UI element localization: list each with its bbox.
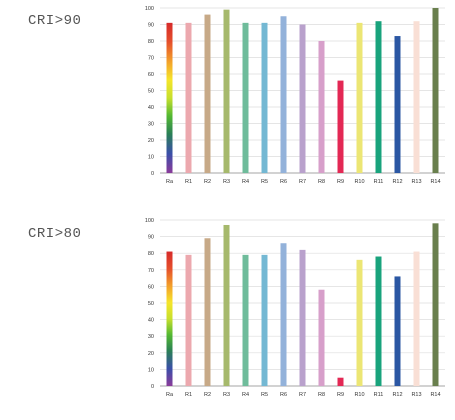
page: { "panels": [ { "label": "CRI>90" }, { "… bbox=[28, 6, 445, 398]
x-tick-label: R10 bbox=[354, 392, 364, 398]
cri90-bar-chart: 0 10 20 30 40 50 60 70 80 90 100 Ra R1 R2 R3 R4 R5 R6 R7 R8… bbox=[145, 6, 445, 185]
x-tick-label: R13 bbox=[411, 392, 421, 398]
x-tick-label: R8 bbox=[318, 392, 325, 398]
x-tick-label: R1 bbox=[185, 392, 192, 398]
bar-r12 bbox=[394, 276, 401, 386]
y-tick-label: 70 bbox=[148, 56, 154, 62]
bar-r13 bbox=[413, 251, 420, 386]
bar-r14 bbox=[432, 8, 439, 173]
x-tick-label: R13 bbox=[411, 179, 421, 185]
y-tick-label: 90 bbox=[148, 235, 154, 241]
x-tick-label: R4 bbox=[242, 179, 249, 185]
y-tick-label: 20 bbox=[148, 138, 154, 144]
bar-r6 bbox=[280, 243, 287, 386]
x-tick-label: R6 bbox=[280, 179, 287, 185]
bar-r7 bbox=[299, 24, 306, 173]
x-tick-label: Ra bbox=[166, 392, 174, 398]
y-tick-label: 90 bbox=[148, 23, 154, 29]
y-tick-label: 40 bbox=[148, 105, 154, 111]
y-tick-label: 80 bbox=[148, 39, 154, 45]
bar-r9 bbox=[337, 80, 344, 173]
x-tick-label: R11 bbox=[374, 392, 384, 398]
bar-r9 bbox=[337, 377, 344, 386]
y-tick-label: 30 bbox=[148, 334, 154, 340]
bar-r13 bbox=[413, 21, 420, 174]
y-tick-label: 60 bbox=[148, 72, 154, 78]
bar-r11 bbox=[375, 256, 382, 386]
cri80-bar-chart: 0 10 20 30 40 50 60 70 80 90 100 Ra R1 R2 R3 R4 R5 R6 R7 R8… bbox=[145, 218, 445, 398]
x-tick-label: Ra bbox=[166, 179, 174, 185]
bar-r2 bbox=[204, 14, 211, 173]
x-tick-label: R11 bbox=[374, 179, 384, 185]
y-tick-label: 100 bbox=[145, 218, 154, 224]
bar-r4 bbox=[242, 22, 249, 173]
y-tick-label: 0 bbox=[151, 384, 154, 390]
x-tick-label: R1 bbox=[185, 179, 192, 185]
bar-ra bbox=[166, 251, 173, 386]
x-tick-label: R12 bbox=[392, 392, 402, 398]
bar-r8 bbox=[318, 41, 325, 173]
y-tick-label: 50 bbox=[148, 89, 154, 95]
y-tick-label: 40 bbox=[148, 318, 154, 324]
y-tick-label: 0 bbox=[151, 171, 154, 177]
bar-r10 bbox=[356, 259, 363, 386]
y-tick-label: 60 bbox=[148, 284, 154, 290]
y-tick-label: 30 bbox=[148, 122, 154, 128]
bar-r8 bbox=[318, 289, 325, 386]
bar-ra bbox=[166, 22, 173, 173]
x-tick-label: R14 bbox=[430, 179, 440, 185]
y-tick-label: 10 bbox=[148, 367, 154, 373]
cri90-label: CRI>90 bbox=[28, 13, 82, 29]
bar-r1 bbox=[185, 254, 192, 386]
y-tick-label: 100 bbox=[145, 6, 154, 12]
bar-r1 bbox=[185, 22, 192, 173]
x-tick-label: R9 bbox=[337, 392, 344, 398]
x-tick-label: R4 bbox=[242, 392, 249, 398]
y-tick-label: 80 bbox=[148, 251, 154, 257]
x-tick-label: R5 bbox=[261, 179, 268, 185]
bar-r12 bbox=[394, 36, 401, 173]
bar-r3 bbox=[223, 9, 230, 174]
x-tick-label: R2 bbox=[204, 392, 211, 398]
x-tick-label: R7 bbox=[299, 179, 306, 185]
bar-r4 bbox=[242, 254, 249, 386]
bar-r2 bbox=[204, 238, 211, 386]
x-tick-label: R8 bbox=[318, 179, 325, 185]
bar-r11 bbox=[375, 21, 382, 174]
bar-r3 bbox=[223, 224, 230, 386]
bar-r10 bbox=[356, 22, 363, 173]
y-tick-label: 20 bbox=[148, 351, 154, 357]
x-tick-label: R3 bbox=[223, 392, 230, 398]
bar-r5 bbox=[261, 22, 268, 173]
x-tick-label: R6 bbox=[280, 392, 287, 398]
bar-r6 bbox=[280, 16, 287, 173]
bar-r7 bbox=[299, 249, 306, 386]
bar-r14 bbox=[432, 223, 439, 386]
y-tick-label: 70 bbox=[148, 268, 154, 274]
x-tick-label: R14 bbox=[430, 392, 440, 398]
y-tick-label: 50 bbox=[148, 301, 154, 307]
x-tick-label: R10 bbox=[354, 179, 364, 185]
x-tick-label: R5 bbox=[261, 392, 268, 398]
x-tick-label: R12 bbox=[392, 179, 402, 185]
x-tick-label: R2 bbox=[204, 179, 211, 185]
x-tick-label: R9 bbox=[337, 179, 344, 185]
y-tick-label: 10 bbox=[148, 155, 154, 161]
x-tick-label: R3 bbox=[223, 179, 230, 185]
cri80-label: CRI>80 bbox=[28, 226, 82, 242]
bar-r5 bbox=[261, 254, 268, 386]
x-tick-label: R7 bbox=[299, 392, 306, 398]
